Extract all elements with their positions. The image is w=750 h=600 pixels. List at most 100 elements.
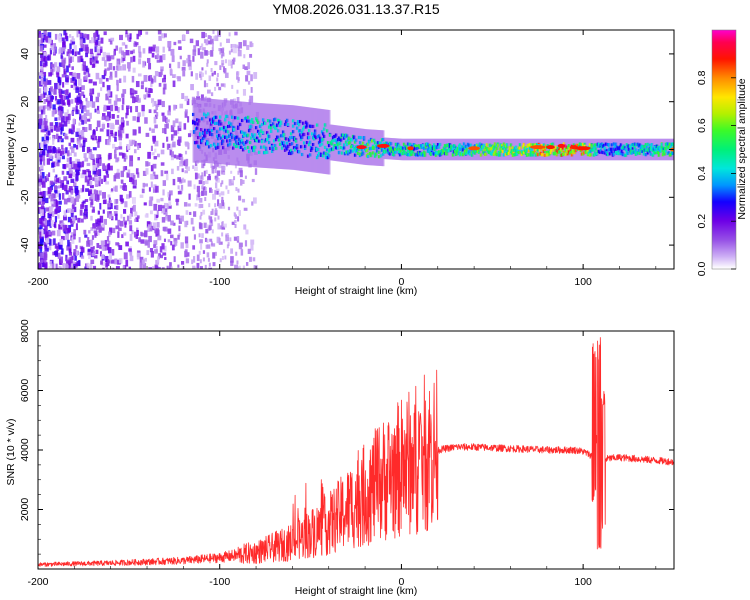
spectrogram-noise-cell (148, 75, 153, 82)
spectrogram-noise-cell (70, 261, 74, 268)
spectrogram-noise-cell (240, 249, 244, 256)
colorbar-step (712, 230, 736, 232)
spectrogram-noise-cell (76, 30, 79, 38)
spectrogram-noise-cell (115, 213, 118, 221)
spectrogram-noise-cell (56, 149, 60, 154)
spectrogram-noise-cell (102, 209, 105, 214)
spectrogram-ridge-cell (327, 143, 331, 148)
spectrogram-noise-cell (62, 224, 67, 232)
spectrogram-ridge-cell (346, 150, 350, 154)
spectrogram-ridge-cell (306, 154, 310, 158)
spectrogram-noise-cell (208, 75, 212, 81)
spectrogram-ridge-cell (352, 136, 356, 140)
colorbar-step (712, 207, 736, 209)
spectrogram-ridge-cell (505, 145, 509, 149)
spectrogram-ridge-cell (276, 135, 280, 139)
spectrogram-noise-cell (116, 60, 120, 68)
spectrogram-ridge-cell (572, 143, 576, 147)
spectrogram-ridge-cell (307, 128, 311, 133)
spectrogram-ridge-cell (559, 147, 563, 151)
spectrogram-noise-cell (208, 187, 212, 193)
spectrogram-noise-cell (180, 184, 184, 191)
spectrogram-noise-cell (202, 209, 206, 215)
spectrogram-noise-cell (79, 161, 83, 165)
spectrogram-noise-cell (71, 48, 74, 56)
spectrogram-ridge-cell (197, 119, 201, 123)
spectrogram-ridge-cell (522, 150, 526, 155)
spectrogram-noise-cell (137, 172, 140, 178)
spectrogram-noise-cell (141, 188, 145, 194)
colorbar-step (712, 223, 736, 225)
spectrogram-noise-cell (102, 81, 105, 88)
spectrogram-noise-cell (108, 62, 113, 70)
spectrogram-ridge-cell (495, 146, 499, 150)
spectrogram-noise-cell (81, 136, 85, 140)
spectrogram-ridge-cell (225, 114, 229, 119)
spectrogram-ridge-cell (274, 126, 278, 130)
spectrogram-ridge-cell (290, 142, 294, 146)
spectrogram-noise-cell (62, 263, 65, 269)
spectrogram-noise-cell (108, 231, 111, 237)
spectrogram-noise-cell (40, 36, 43, 44)
spectrogram-noise-cell (153, 155, 158, 160)
spectrogram-noise-cell (61, 74, 66, 78)
spectrogram-noise-cell (185, 258, 190, 264)
spectrogram-noise-cell (122, 52, 126, 58)
spectrogram-ridge-cell (610, 147, 614, 151)
spectrogram-noise-cell (223, 249, 226, 254)
spectrogram-noise-cell (69, 146, 73, 150)
spectrogram-noise-cell (88, 151, 93, 159)
spectrogram-ridge-cell (297, 150, 301, 154)
spectrogram-noise-cell (214, 35, 219, 42)
spectrogram-noise-cell (42, 57, 46, 62)
colorbar-step (712, 141, 736, 143)
spectrogram-noise-cell (97, 136, 102, 142)
spectrogram-noise-cell (58, 88, 62, 96)
spectrogram-ridge-cell (209, 143, 213, 148)
spectrogram-ridge-cell (282, 141, 286, 145)
spectrogram-noise-cell (109, 76, 113, 80)
spectrogram-ridge-cell (462, 147, 466, 151)
spectrogram-noise-cell (67, 260, 72, 264)
colorbar-step (712, 235, 736, 237)
spectrogram-noise-cell (78, 237, 81, 243)
colorbar-step (712, 176, 736, 178)
spectrogram-ridge-cell (594, 147, 598, 151)
colorbar-step (712, 145, 736, 147)
spectrogram-noise-cell (136, 33, 139, 40)
spectrogram-noise-cell (43, 71, 47, 77)
spectrogram-noise-cell (117, 219, 121, 226)
spectrogram-ridge-cell (191, 112, 195, 117)
spectrogram-ridge-cell (267, 125, 271, 129)
spectrogram-noise-cell (219, 42, 222, 47)
spectrogram-ridge-cell (366, 142, 370, 146)
spectrogram-noise-cell (43, 75, 46, 82)
spectrogram-ridge-cell (429, 152, 433, 157)
spectrogram-ridge-cell (194, 122, 198, 126)
spectrogram-noise-cell (187, 54, 191, 62)
spectrogram-ridge-cell (307, 143, 311, 147)
spectrogram-noise-cell (245, 262, 249, 266)
spectrogram-noise-cell (75, 158, 79, 164)
spectrogram-noise-cell (211, 72, 214, 77)
colorbar-step (712, 114, 736, 116)
spectrogram-noise-cell (86, 72, 89, 78)
spectrogram-noise-cell (76, 101, 79, 105)
spectrogram-ridge-cell (292, 146, 296, 150)
spectrogram-noise-cell (61, 115, 65, 123)
spectrogram-noise-cell (210, 68, 213, 73)
colorbar-step (712, 117, 736, 119)
colorbar-step (712, 178, 736, 180)
spectrogram-noise-cell (145, 132, 150, 137)
colorbar-step (712, 143, 736, 145)
colorbar-step (712, 218, 736, 220)
spectrogram-ridge-cell (305, 124, 309, 128)
spectrogram-noise-cell (91, 252, 96, 257)
spectrogram-ridge-cell (258, 124, 262, 128)
spectrogram-noise-cell (40, 209, 44, 216)
spectrogram-noise-cell (225, 185, 228, 190)
spectrogram-noise-cell (49, 207, 52, 214)
spectrogram-ridge-cell (318, 143, 322, 147)
spectrogram-ridge-cell (644, 143, 648, 147)
spectrogram-ridge-cell (235, 135, 239, 139)
